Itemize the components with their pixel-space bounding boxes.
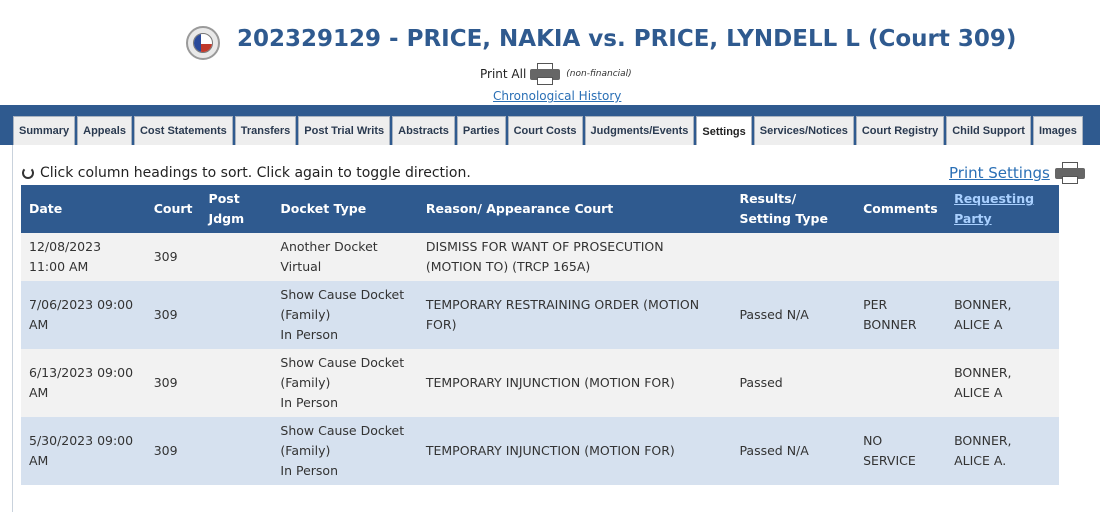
tab-post-trial-writs[interactable]: Post Trial Writs <box>298 116 391 145</box>
cell-post-jdgm <box>201 349 273 417</box>
cell-results: Passed N/A <box>739 443 809 458</box>
cell-requesting-party: BONNER, ALICE A <box>954 297 1012 332</box>
docket-type-line: Another Docket <box>280 239 378 254</box>
print-all[interactable]: Print All (non-financial) <box>480 63 632 85</box>
table-row: 12/08/2023 11:00 AM 309 Another Docket Virt… <box>21 233 1059 281</box>
cell-docket-type: Another Docket Virtual <box>272 233 417 281</box>
tab-appeals[interactable]: Appeals <box>77 116 132 145</box>
settings-panel <box>12 145 1095 512</box>
cell-reason: TEMPORARY RESTRAINING ORDER (MOTION FOR) <box>425 297 700 332</box>
column-header-comments[interactable]: Comments <box>863 201 938 216</box>
docket-type-line: In Person <box>280 395 338 410</box>
tab-court-registry[interactable]: Court Registry <box>855 116 945 145</box>
docket-type-line: Show Cause Docket <box>280 355 405 370</box>
docket-type-line: (Family) <box>280 443 331 458</box>
cell-comments <box>855 233 946 281</box>
tab-court-costs[interactable]: Court Costs <box>507 116 583 145</box>
table-row: 6/13/2023 09:00 AM 309 Show Cause Docket (F… <box>21 349 1059 417</box>
cell-results: Passed <box>739 375 783 390</box>
cell-date: 5/30/2023 09:00 AM <box>29 433 134 468</box>
cell-requesting-party <box>946 233 1059 281</box>
column-header-requesting-party[interactable]: Requesting Party <box>946 185 1059 233</box>
cell-court: 309 <box>153 307 178 322</box>
cell-requesting-party: BONNER, ALICE A. <box>954 433 1012 468</box>
print-settings-link[interactable]: Print Settings <box>949 164 1050 182</box>
column-header-results[interactable]: Results/ Setting Type <box>739 191 828 226</box>
page-title: 202329129 - PRICE, NAKIA vs. PRICE, LYND… <box>237 26 1017 52</box>
cell-comments <box>855 349 946 417</box>
cell-requesting-party: BONNER, ALICE A <box>954 365 1012 400</box>
column-header-court[interactable]: Court <box>153 201 193 216</box>
court-seal-logo <box>186 26 220 60</box>
printer-icon[interactable] <box>530 63 561 85</box>
print-all-label[interactable]: Print All <box>480 67 527 81</box>
cell-comments: NO SERVICE <box>863 433 916 468</box>
docket-type-line: Show Cause Docket <box>280 423 405 438</box>
tab-parties[interactable]: Parties <box>456 116 506 145</box>
cell-date: 12/08/2023 11:00 AM <box>29 239 102 274</box>
cell-reason: TEMPORARY INJUNCTION (MOTION FOR) <box>425 443 675 458</box>
column-header-reason[interactable]: Reason/ Appearance Court <box>425 201 614 216</box>
requesting-party-sort-link[interactable]: Requesting Party <box>954 191 1035 226</box>
cell-docket-type: Show Cause Docket (Family) In Person <box>272 417 417 485</box>
column-header-docket-type[interactable]: Docket Type <box>280 201 367 216</box>
cell-date: 7/06/2023 09:00 AM <box>29 297 134 332</box>
cell-court: 309 <box>153 443 178 458</box>
tab-abstracts[interactable]: Abstracts <box>392 116 455 145</box>
cell-reason: DISMISS FOR WANT OF PROSECUTION (MOTION … <box>425 239 664 274</box>
sort-hint-text: Click column headings to sort. Click aga… <box>40 165 471 181</box>
refresh-icon <box>22 167 34 179</box>
table-header-row: Date Court Post Jdgm Docket Type Reason/… <box>21 185 1059 233</box>
sort-hint: Click column headings to sort. Click aga… <box>22 165 471 181</box>
cell-docket-type: Show Cause Docket (Family) In Person <box>272 281 417 349</box>
tab-child-support[interactable]: Child Support <box>946 116 1031 145</box>
tab-summary[interactable]: Summary <box>13 116 76 145</box>
print-all-note: (non-financial) <box>566 69 632 79</box>
chronological-history-link[interactable]: Chronological History <box>493 89 622 103</box>
docket-type-line: In Person <box>280 327 338 342</box>
column-header-post-jdgm[interactable]: Post Jdgm <box>208 191 245 226</box>
cell-post-jdgm <box>201 233 273 281</box>
cell-reason: TEMPORARY INJUNCTION (MOTION FOR) <box>425 375 675 390</box>
page-header: 202329129 - PRICE, NAKIA vs. PRICE, LYND… <box>0 0 1100 105</box>
docket-type-line: Virtual <box>280 259 322 274</box>
docket-type-line: (Family) <box>280 375 331 390</box>
cell-results: Passed N/A <box>739 307 809 322</box>
docket-type-line: In Person <box>280 463 338 478</box>
print-settings-printer-icon[interactable] <box>1055 162 1085 184</box>
docket-type-line: Show Cause Docket <box>280 287 405 302</box>
settings-table: Date Court Post Jdgm Docket Type Reason/… <box>21 185 1059 485</box>
table-row: 7/06/2023 09:00 AM 309 Show Cause Docket (F… <box>21 281 1059 349</box>
table-row: 5/30/2023 09:00 AM 309 Show Cause Docket (F… <box>21 417 1059 485</box>
column-header-date[interactable]: Date <box>29 201 63 216</box>
cell-docket-type: Show Cause Docket (Family) In Person <box>272 349 417 417</box>
tab-transfers[interactable]: Transfers <box>234 116 297 145</box>
docket-type-line: (Family) <box>280 307 331 322</box>
cell-results <box>731 233 855 281</box>
tab-settings[interactable]: Settings <box>696 116 752 146</box>
cell-post-jdgm <box>201 281 273 349</box>
cell-comments: PER BONNER <box>863 297 917 332</box>
tab-judgments-events[interactable]: Judgments/Events <box>584 116 695 145</box>
cell-date: 6/13/2023 09:00 AM <box>29 365 134 400</box>
tab-list: Summary Appeals Cost Statements Transfers Po… <box>13 116 1083 146</box>
cell-court: 309 <box>153 249 178 264</box>
tab-services-notices[interactable]: Services/Notices <box>753 116 854 145</box>
tab-images[interactable]: Images <box>1032 116 1083 145</box>
cell-court: 309 <box>153 375 178 390</box>
cell-post-jdgm <box>201 417 273 485</box>
tab-cost-statements[interactable]: Cost Statements <box>133 116 233 145</box>
